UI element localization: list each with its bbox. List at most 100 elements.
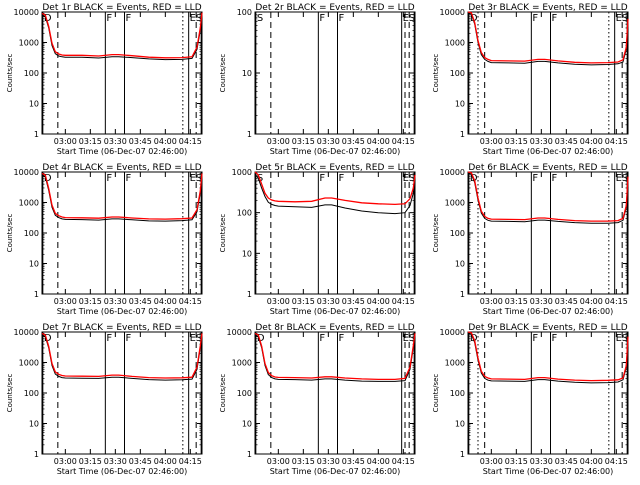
y-axis-title: Counts/sec	[6, 214, 14, 253]
y-axis-title: Counts/sec	[432, 54, 440, 93]
event-marker-label: F	[126, 333, 132, 344]
y-tick-label: 10000	[14, 168, 39, 177]
event-marker-label: F	[106, 13, 112, 24]
panel-title: Det 3r BLACK = Events, RED = LLD	[468, 3, 627, 13]
event-marker-label: E	[190, 173, 196, 184]
x-axis-title: Start Time (06-Dec-07 02:46:00)	[483, 307, 614, 316]
x-tick-label: 03:00	[267, 137, 290, 146]
plot-frame	[254, 171, 416, 295]
x-tick-label: 03:00	[480, 297, 503, 306]
plot-frame	[41, 331, 203, 455]
y-tick-label: 10	[29, 260, 39, 269]
panel: Det 7r BLACK = Events, RED = LLD 1 10 100 10…	[6, 323, 203, 476]
x-tick-label: 03:00	[54, 457, 77, 466]
x-axis-title: Start Time (06-Dec-07 02:46:00)	[57, 147, 188, 156]
x-tick-label: 03:30	[104, 457, 127, 466]
y-axis-title: Counts/sec	[6, 374, 14, 413]
y-tick-label: 100	[237, 209, 252, 218]
event-marker-label: F	[552, 333, 558, 344]
y-tick-label: 1	[34, 130, 39, 139]
event-marker-label: F	[552, 13, 558, 24]
y-tick-label: 10	[242, 249, 252, 258]
y-tick-label: 100	[24, 389, 39, 398]
events-series-line	[41, 174, 203, 222]
lld-series-line	[467, 11, 629, 64]
x-tick-label: 04:15	[605, 457, 628, 466]
event-marker-label: F	[319, 333, 325, 344]
events-series-line	[467, 172, 629, 224]
y-tick-label: 1	[247, 290, 252, 299]
y-tick-label: 1000	[232, 168, 252, 177]
panel-title: Det 4r BLACK = Events, RED = LLD	[42, 163, 201, 173]
y-tick-label: 1000	[232, 359, 252, 368]
lld-series-line	[41, 332, 203, 379]
y-tick-label: 1	[460, 290, 465, 299]
x-tick-label: 03:15	[505, 137, 528, 146]
y-tick-label: 10	[242, 69, 252, 78]
y-axis-title: Counts/sec	[219, 214, 227, 253]
x-tick-label: 04:00	[154, 457, 177, 466]
events-series-line	[467, 12, 629, 66]
lld-series-line	[254, 332, 416, 381]
x-tick-label: 04:15	[179, 457, 202, 466]
events-series-line	[41, 14, 203, 61]
event-marker-label: S	[409, 173, 415, 184]
panel: Det 8r BLACK = Events, RED = LLD 1 10 100 10…	[219, 323, 416, 476]
x-tick-label: 03:45	[129, 137, 152, 146]
x-tick-label: 03:30	[530, 297, 553, 306]
x-tick-label: 03:00	[480, 137, 503, 146]
panel-title: Det 1r BLACK = Events, RED = LLD	[42, 3, 201, 13]
event-marker-label: E	[616, 13, 622, 24]
x-tick-label: 03:45	[555, 457, 578, 466]
x-axis-title: Start Time (06-Dec-07 02:46:00)	[483, 147, 614, 156]
x-tick-label: 03:45	[129, 457, 152, 466]
panel: Det 5r BLACK = Events, RED = LLD 1 10 100 10…	[219, 163, 416, 316]
panel: Det 1r BLACK = Events, RED = LLD 1 10 100 10…	[6, 3, 203, 156]
y-tick-label: 100	[24, 229, 39, 238]
events-series-line	[41, 334, 203, 381]
event-marker-label: S	[196, 173, 202, 184]
event-marker-label: D	[44, 173, 52, 184]
event-marker-label: E	[190, 13, 196, 24]
y-tick-label: 10000	[440, 8, 465, 17]
event-marker-label: F	[319, 13, 325, 24]
x-tick-label: 04:15	[179, 137, 202, 146]
events-series-line	[254, 173, 416, 215]
x-tick-label: 04:00	[580, 457, 603, 466]
event-marker-label: S	[409, 13, 415, 24]
x-tick-label: 04:15	[605, 297, 628, 306]
y-tick-label: 100	[450, 389, 465, 398]
y-tick-label: 10	[455, 100, 465, 109]
x-axis-title: Start Time (06-Dec-07 02:46:00)	[270, 147, 401, 156]
x-tick-label: 03:45	[342, 297, 365, 306]
y-tick-label: 1000	[445, 359, 465, 368]
panel-title: Det 9r BLACK = Events, RED = LLD	[468, 323, 627, 333]
y-axis-title: Counts/sec	[432, 214, 440, 253]
y-tick-label: 100	[237, 8, 252, 17]
y-tick-label: 1	[460, 130, 465, 139]
y-tick-label: 100	[450, 229, 465, 238]
y-tick-label: 1000	[19, 199, 39, 208]
x-tick-label: 04:00	[580, 137, 603, 146]
y-tick-label: 10000	[440, 168, 465, 177]
x-tick-label: 03:30	[104, 297, 127, 306]
x-axis-title: Start Time (06-Dec-07 02:46:00)	[270, 467, 401, 476]
y-tick-label: 1	[460, 450, 465, 459]
panel-title: Det 8r BLACK = Events, RED = LLD	[255, 323, 414, 333]
lld-series-line	[254, 171, 416, 206]
event-marker-label: E	[616, 333, 622, 344]
x-tick-label: 03:00	[54, 297, 77, 306]
x-tick-label: 03:15	[505, 297, 528, 306]
x-tick-label: 03:15	[79, 297, 102, 306]
y-axis-title: Counts/sec	[219, 374, 227, 413]
x-axis-title: Start Time (06-Dec-07 02:46:00)	[57, 467, 188, 476]
x-tick-label: 04:15	[605, 137, 628, 146]
x-tick-label: 04:15	[179, 297, 202, 306]
event-marker-label: D	[257, 333, 265, 344]
x-tick-label: 03:30	[530, 137, 553, 146]
x-tick-label: 03:45	[129, 297, 152, 306]
x-tick-label: 03:00	[480, 457, 503, 466]
y-tick-label: 1000	[445, 199, 465, 208]
